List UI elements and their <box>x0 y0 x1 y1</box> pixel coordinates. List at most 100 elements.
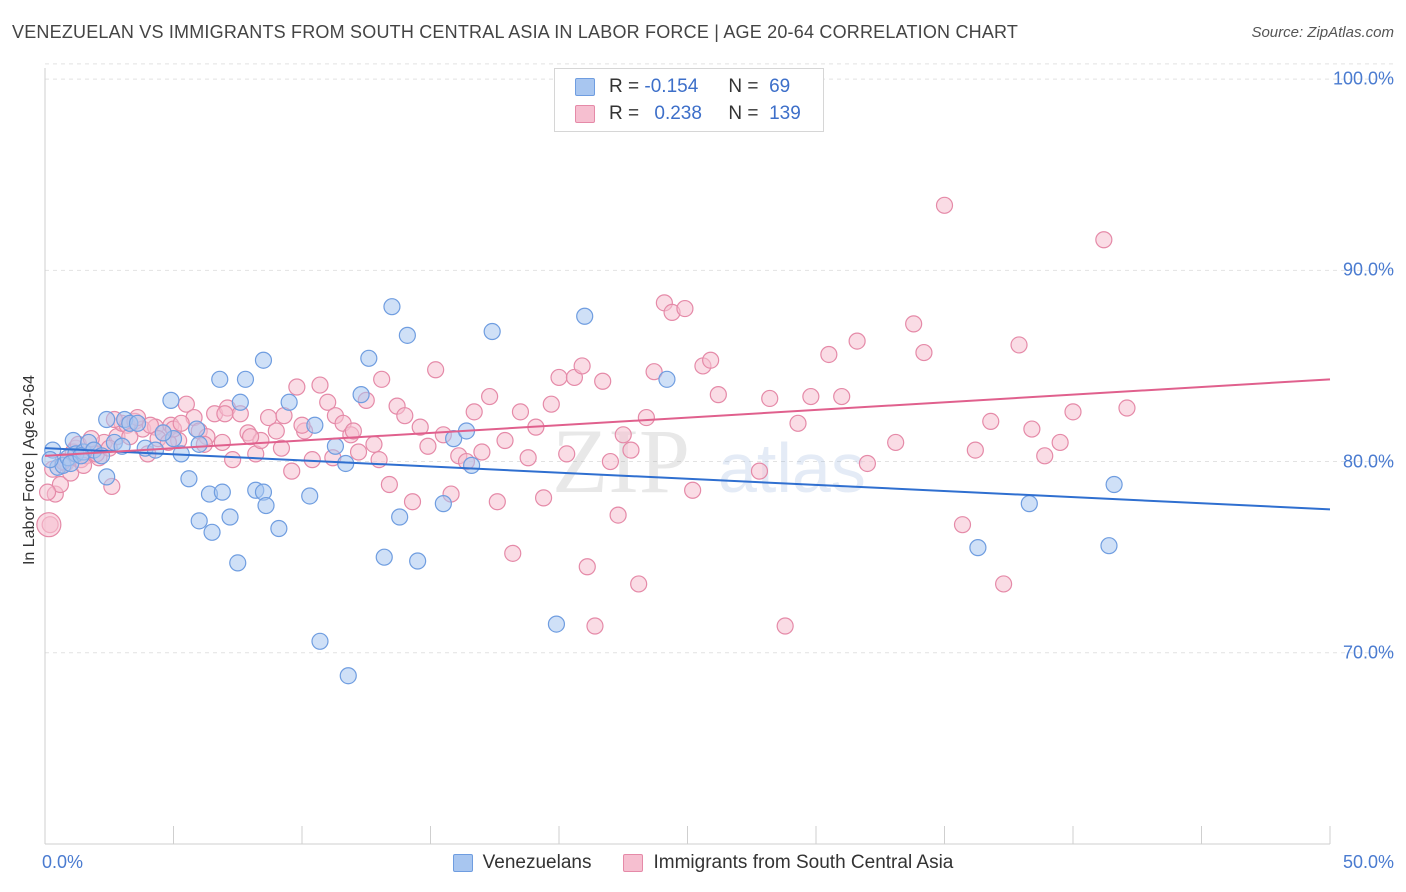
data-point <box>98 410 116 429</box>
data-point <box>905 315 923 333</box>
legend-swatch-venezuelans <box>452 854 473 872</box>
data-point <box>833 387 851 406</box>
data-point <box>982 412 1000 431</box>
data-point <box>203 523 221 541</box>
data-point <box>789 414 807 432</box>
data-point <box>547 615 566 633</box>
data-point <box>609 506 627 524</box>
data-point <box>586 617 604 635</box>
data-point <box>41 451 59 469</box>
data-point <box>154 424 172 442</box>
data-point <box>637 408 655 427</box>
data-point <box>614 426 632 444</box>
data-point <box>1010 336 1028 354</box>
data-point <box>1036 447 1054 465</box>
data-point <box>750 462 769 480</box>
data-point <box>1064 403 1082 421</box>
data-point <box>254 351 273 369</box>
trend-lines <box>44 378 1331 511</box>
x-tick-label-min: 0.0% <box>42 852 84 872</box>
data-point <box>953 516 972 534</box>
data-point <box>283 462 301 480</box>
data-point <box>411 418 429 436</box>
data-point <box>311 376 329 394</box>
data-point <box>162 391 180 409</box>
stats-row-immigrants: R = 0.238 N = 139 <box>575 101 801 127</box>
data-point <box>848 332 866 350</box>
data-point <box>373 370 391 388</box>
data-point <box>380 475 398 494</box>
immigrants-swatch <box>575 105 595 123</box>
data-point <box>434 495 452 513</box>
data-point <box>473 443 491 461</box>
chart-title: VENEZUELAN VS IMMIGRANTS FROM SOUTH CENT… <box>12 22 1019 42</box>
y-tick-label: 80.0% <box>1342 451 1394 472</box>
data-point <box>630 575 648 593</box>
data-point <box>352 386 370 404</box>
data-point <box>267 422 285 440</box>
watermark-atlas: atlas <box>718 429 866 507</box>
data-point <box>280 393 298 411</box>
data-point <box>483 322 501 341</box>
r-label: R = <box>609 103 640 124</box>
data-point <box>301 487 319 505</box>
data-point <box>511 403 530 421</box>
legend-item-immigrants[interactable]: Immigrants from South Central Asia <box>623 852 953 874</box>
data-point <box>858 454 877 473</box>
r-value: 0.238 <box>654 103 702 124</box>
data-point <box>306 416 324 434</box>
data-point <box>383 298 401 316</box>
y-tick-label: 90.0% <box>1342 259 1394 280</box>
data-point <box>702 351 720 369</box>
data-point <box>311 632 329 650</box>
data-point <box>288 378 306 396</box>
data-point <box>519 449 537 467</box>
data-point <box>676 299 694 318</box>
data-point <box>344 422 362 440</box>
data-point <box>969 539 987 557</box>
data-point <box>1051 433 1069 452</box>
data-point <box>231 393 249 411</box>
data-point <box>427 361 445 379</box>
stats-row-venezuelans: R = -0.154 N = 69 <box>575 74 790 100</box>
n-value: 139 <box>769 103 801 124</box>
data-point <box>188 420 206 438</box>
data-point <box>1105 475 1123 494</box>
legend-label: Immigrants from South Central Asia <box>653 852 954 873</box>
data-point <box>257 496 275 515</box>
data-point <box>576 307 594 325</box>
r-value: -0.154 <box>644 76 699 97</box>
data-point <box>51 475 70 494</box>
data-point <box>36 512 62 538</box>
data-point <box>496 431 514 450</box>
data-point <box>481 387 499 406</box>
data-point <box>534 489 553 507</box>
data-point <box>966 441 984 459</box>
data-point <box>820 345 838 364</box>
data-point <box>319 393 337 411</box>
legend: Venezuelans Immigrants from South Centra… <box>0 852 1406 874</box>
data-point <box>349 443 368 461</box>
data-point <box>645 363 663 381</box>
data-point <box>802 387 820 406</box>
data-point <box>396 407 414 425</box>
trend-line <box>44 447 1331 511</box>
data-point <box>391 508 409 526</box>
data-point <box>403 493 422 511</box>
data-point <box>658 370 676 388</box>
data-point <box>221 508 239 526</box>
data-point <box>98 468 116 486</box>
data-point <box>601 452 620 471</box>
data-point <box>419 437 437 455</box>
data-point <box>684 481 702 499</box>
legend-item-venezuelans[interactable]: Venezuelans <box>452 852 591 874</box>
data-point <box>339 667 357 685</box>
stats-box: R = -0.154 N = 69 R = 0.238 N = 139 <box>554 68 824 132</box>
data-point <box>935 196 954 214</box>
data-point <box>776 617 794 635</box>
data-point <box>504 544 522 562</box>
n-label: N = <box>728 76 759 97</box>
r-label: R = <box>609 76 640 97</box>
data-point <box>365 435 383 453</box>
